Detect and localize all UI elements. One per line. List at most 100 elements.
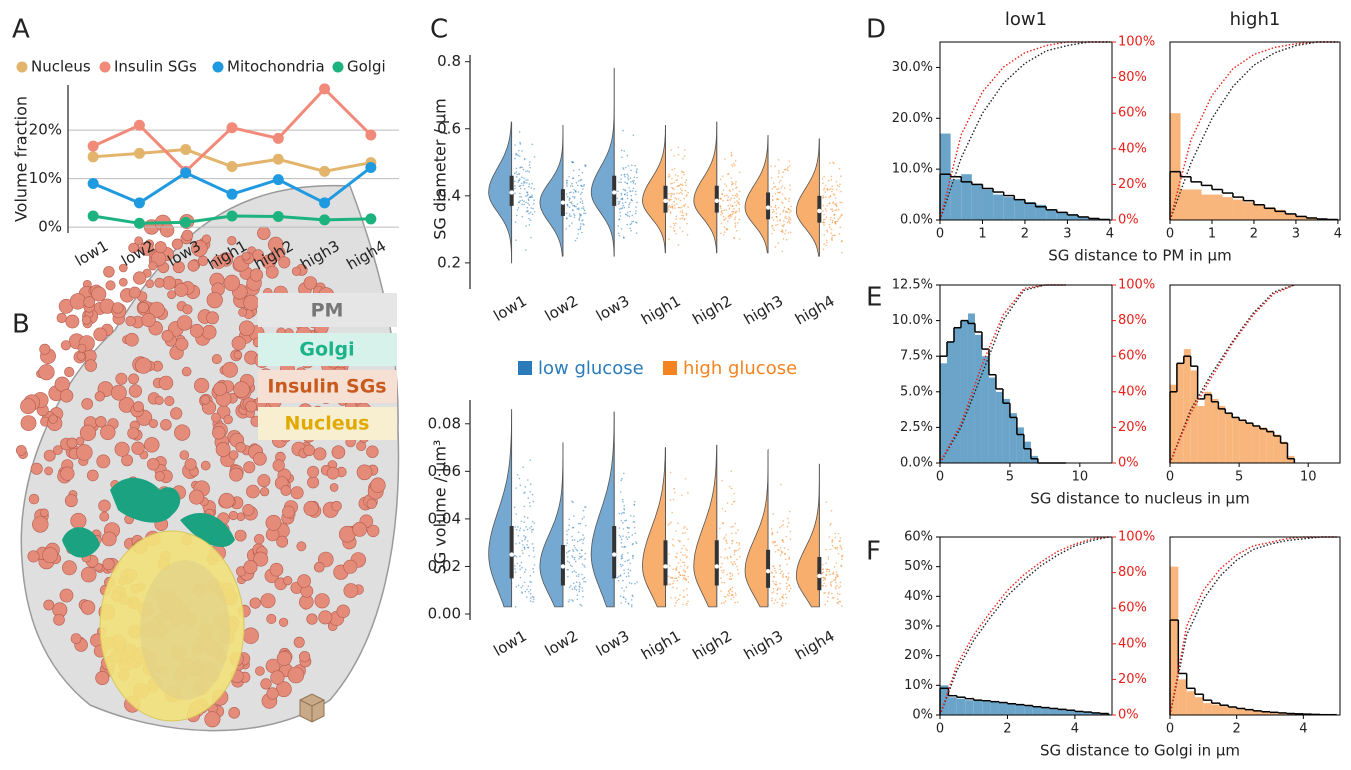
- jitter-dot: [524, 486, 527, 488]
- jitter-dot: [684, 189, 687, 192]
- jitter-dot: [575, 589, 578, 591]
- jitter-dot: [626, 223, 629, 226]
- jitter-dot: [675, 215, 678, 218]
- jitter-dot: [730, 151, 733, 154]
- jitter-dot: [771, 224, 774, 227]
- jitter-dot: [567, 550, 570, 553]
- jitter-dot: [839, 183, 841, 186]
- jitter-dot: [584, 164, 587, 167]
- jitter-dot: [773, 567, 776, 570]
- jitter-dot: [771, 532, 773, 535]
- jitter-dot: [578, 573, 580, 576]
- jitter-dot: [635, 542, 638, 545]
- jitter-dot: [729, 204, 732, 207]
- bar: [1211, 704, 1220, 715]
- sg: [235, 441, 246, 453]
- jitter-dot: [527, 198, 530, 200]
- sg: [367, 524, 380, 538]
- jitter-dot: [529, 527, 531, 529]
- jitter-dot: [720, 577, 722, 579]
- jitter-dot: [533, 202, 535, 205]
- jitter-dot: [566, 530, 568, 532]
- jitter-dot: [735, 532, 737, 534]
- jitter-dot: [526, 546, 529, 549]
- jitter-dot: [828, 568, 831, 571]
- sg: [53, 613, 65, 626]
- y-tick-label: 20%: [29, 121, 62, 139]
- point: [226, 161, 238, 173]
- bar: [1190, 189, 1202, 220]
- sg: [267, 236, 284, 253]
- jitter-dot: [727, 196, 730, 198]
- jitter-dot: [669, 499, 672, 501]
- jitter-dot: [581, 549, 583, 552]
- jitter-dot: [684, 577, 686, 579]
- sg: [343, 559, 358, 574]
- jitter-dot: [834, 536, 837, 539]
- sg: [91, 286, 107, 302]
- jitter-dot: [782, 541, 785, 544]
- jitter-dot: [823, 188, 825, 191]
- jitter-dot: [526, 540, 529, 542]
- jitter-dot: [775, 208, 778, 210]
- cdf-line: [939, 41, 1110, 221]
- sg: [76, 444, 93, 461]
- jitter-dot: [734, 224, 737, 227]
- jitter-dot: [682, 532, 684, 534]
- jitter-dot: [836, 592, 839, 595]
- bar: [1056, 212, 1068, 220]
- jitter-dot: [829, 583, 832, 586]
- sg: [145, 279, 154, 289]
- y2-tick-label: 20%: [1118, 420, 1147, 435]
- jitter-dot: [782, 520, 784, 522]
- panel-label: E: [866, 283, 882, 313]
- jitter-dot: [721, 479, 723, 482]
- jitter-dot: [782, 573, 785, 576]
- jitter-dot: [731, 503, 733, 506]
- jitter-dot: [733, 551, 736, 553]
- sg: [30, 462, 43, 475]
- jitter-dot: [514, 555, 516, 557]
- jitter-dot: [515, 528, 518, 531]
- jitter-dot: [775, 216, 778, 218]
- sg: [148, 301, 165, 318]
- jitter-dot: [667, 524, 670, 526]
- jitter-dot: [736, 568, 739, 571]
- jitter-dot: [831, 234, 834, 237]
- jitter-dot: [677, 197, 680, 200]
- jitter-dot: [822, 196, 825, 199]
- jitter-dot: [789, 587, 792, 590]
- jitter-dot: [583, 537, 585, 539]
- jitter-dot: [777, 188, 780, 190]
- jitter-dot: [528, 164, 531, 166]
- sg: [20, 415, 37, 431]
- jitter-dot: [578, 558, 580, 560]
- jitter-dot: [784, 593, 787, 596]
- jitter-dot: [780, 187, 782, 189]
- jitter-dot: [830, 232, 832, 235]
- jitter-dot: [620, 149, 623, 152]
- jitter-dot: [625, 166, 627, 169]
- jitter-dot: [686, 194, 688, 196]
- jitter-dot: [726, 502, 729, 504]
- jitter-dot: [568, 197, 571, 199]
- jitter-dot: [720, 602, 723, 604]
- sg: [223, 414, 233, 425]
- jitter-dot: [823, 175, 825, 178]
- sg: [40, 508, 49, 518]
- jitter-dot: [838, 217, 841, 219]
- jitter-dot: [524, 568, 527, 571]
- x-tick-label: low2: [542, 292, 581, 325]
- y-tick-label: 50%: [904, 559, 933, 574]
- jitter-dot: [825, 209, 828, 212]
- sg: [154, 471, 165, 482]
- jitter-dot: [618, 527, 621, 529]
- sg: [80, 566, 97, 583]
- jitter-dot: [566, 542, 569, 544]
- jitter-dot: [779, 568, 781, 571]
- jitter-dot: [568, 175, 570, 178]
- jitter-dot: [826, 188, 829, 190]
- jitter-dot: [620, 479, 623, 482]
- jitter-dot: [528, 171, 531, 173]
- jitter-dot: [521, 549, 523, 552]
